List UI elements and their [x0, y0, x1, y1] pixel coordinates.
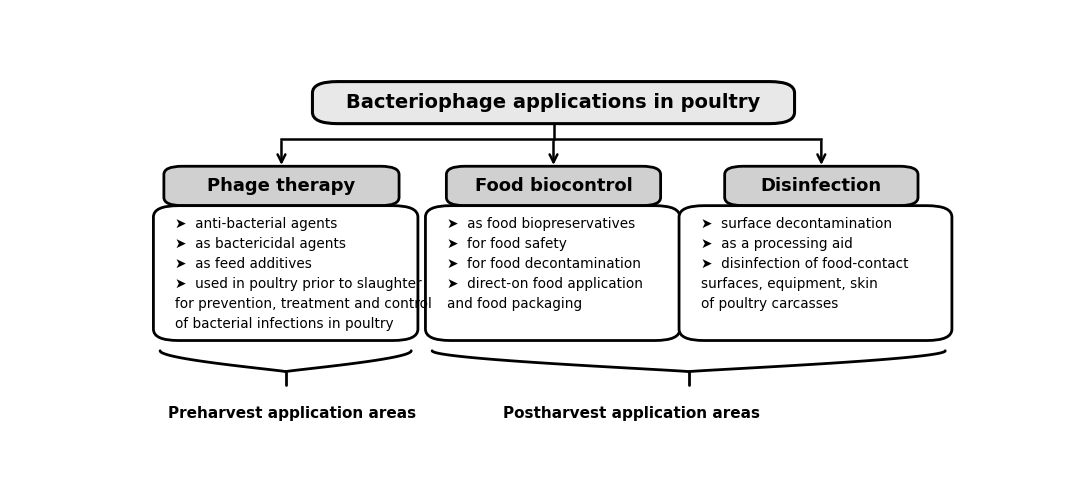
Text: Bacteriophage applications in poultry: Bacteriophage applications in poultry: [347, 93, 760, 112]
FancyBboxPatch shape: [312, 82, 795, 123]
Text: ➤  surface decontamination
➤  as a processing aid
➤  disinfection of food-contac: ➤ surface decontamination ➤ as a process…: [701, 217, 908, 311]
Text: Preharvest application areas: Preharvest application areas: [168, 406, 417, 421]
Text: Disinfection: Disinfection: [760, 177, 882, 195]
Text: ➤  anti-bacterial agents
➤  as bactericidal agents
➤  as feed additives
➤  used : ➤ anti-bacterial agents ➤ as bactericida…: [175, 217, 432, 331]
Text: Food biocontrol: Food biocontrol: [474, 177, 633, 195]
Text: ➤  as food biopreservatives
➤  for food safety
➤  for food decontamination
➤  di: ➤ as food biopreservatives ➤ for food sa…: [447, 217, 644, 311]
FancyBboxPatch shape: [679, 206, 951, 340]
Text: Phage therapy: Phage therapy: [207, 177, 355, 195]
Text: Postharvest application areas: Postharvest application areas: [503, 406, 760, 421]
FancyBboxPatch shape: [725, 166, 918, 206]
FancyBboxPatch shape: [446, 166, 661, 206]
FancyBboxPatch shape: [164, 166, 400, 206]
FancyBboxPatch shape: [426, 206, 680, 340]
FancyBboxPatch shape: [153, 206, 418, 340]
